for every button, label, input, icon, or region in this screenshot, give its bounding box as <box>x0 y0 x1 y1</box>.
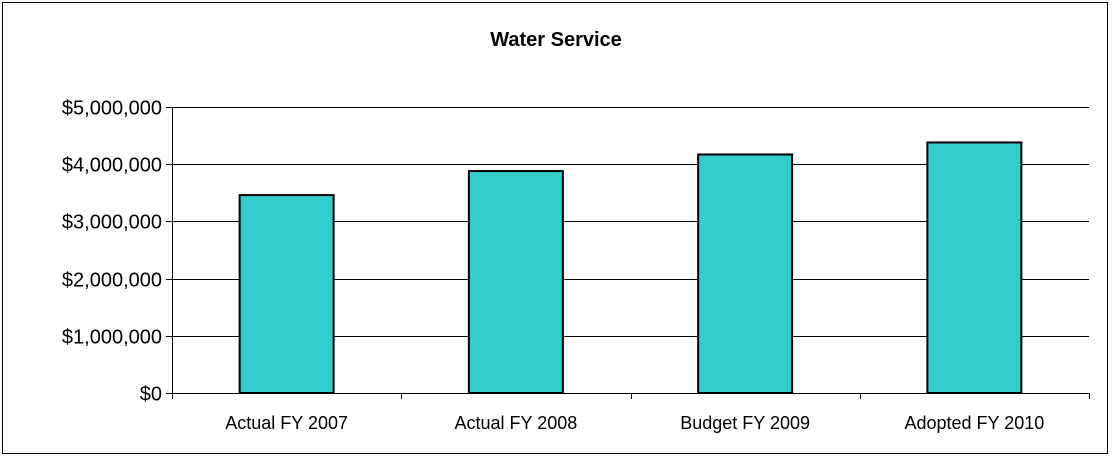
x-tick-label: Actual FY 2007 <box>225 413 348 433</box>
bar <box>467 170 564 394</box>
y-tick-label: $0 <box>140 384 162 406</box>
bars <box>238 141 1023 394</box>
y-tick-label: $1,000,000 <box>62 327 162 349</box>
y-tick-label: $5,000,000 <box>62 98 162 120</box>
x-tick-label: Adopted FY 2010 <box>904 413 1044 433</box>
water-service-chart: Water Service $0 $1,000,000 $2,000,000 $3,0… <box>62 29 1090 433</box>
x-tick-labels: Actual FY 2007 Actual FY 2008 Budget FY 20… <box>225 413 1044 433</box>
axes <box>166 107 1090 399</box>
chart-title: Water Service <box>490 29 622 51</box>
bar <box>238 194 335 394</box>
bar <box>926 141 1023 394</box>
x-tick-label: Actual FY 2008 <box>455 413 578 433</box>
y-tick-label: $3,000,000 <box>62 212 162 234</box>
y-tick-label: $2,000,000 <box>62 270 162 292</box>
x-tick-label: Budget FY 2009 <box>680 413 810 433</box>
y-tick-label: $4,000,000 <box>62 155 162 177</box>
bar <box>697 153 794 394</box>
y-tick-labels: $0 $1,000,000 $2,000,000 $3,000,000 $4,000,0… <box>62 98 162 406</box>
